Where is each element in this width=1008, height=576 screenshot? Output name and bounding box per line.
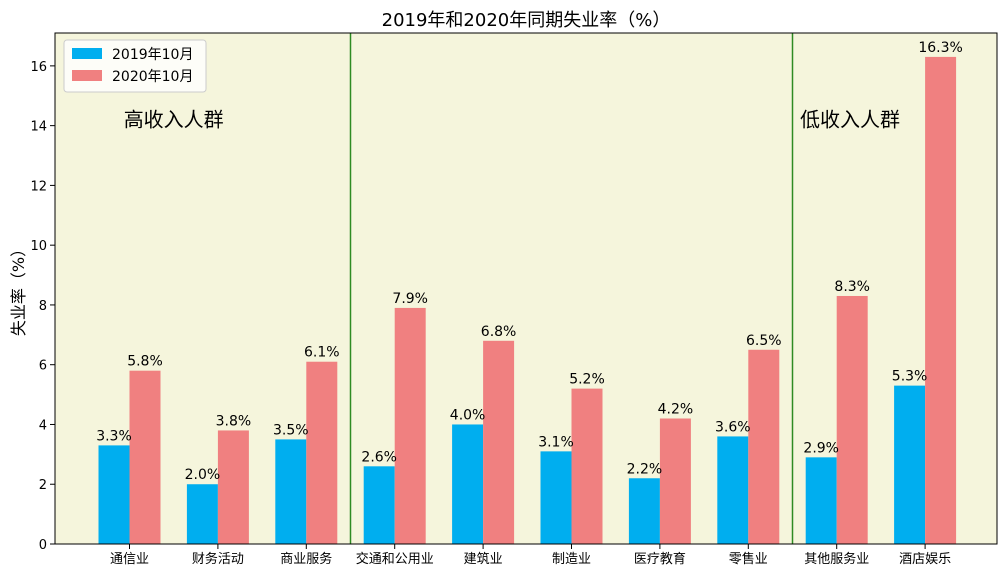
data-label: 3.1% — [538, 434, 574, 450]
bar-2019-4 — [452, 424, 484, 544]
x-tick-label: 建筑业 — [464, 551, 503, 567]
data-label: 4.0% — [450, 407, 486, 423]
data-label: 2.9% — [803, 440, 839, 456]
x-tick-label: 交通和公用业 — [356, 551, 434, 567]
data-label: 6.1% — [304, 345, 340, 361]
data-label: 2.6% — [361, 449, 397, 465]
bar-2019-1 — [186, 484, 218, 544]
x-tick-label: 酒店娱乐 — [899, 552, 951, 567]
y-tick-label: 8 — [39, 299, 47, 314]
x-tick-label: 商业服务 — [280, 551, 332, 567]
data-labels-layer: 3.3% 2.0% 3.5% 2.6% 4.0% 3.1% 2.2% 3.6% 2.9% 5.3%… — [96, 40, 963, 483]
bar-2020-3 — [394, 307, 426, 544]
bar-2019-7 — [717, 436, 749, 544]
x-tick-label: 制造业 — [552, 552, 591, 567]
y-tick-label: 16 — [30, 60, 47, 75]
bar-2020-6 — [659, 418, 691, 544]
x-tick-label: 通信业 — [110, 552, 149, 567]
data-label: 6.5% — [746, 333, 782, 349]
legend: 2019年10月 2020年10月 — [63, 39, 207, 93]
y-axis-label: 失业率（%） — [9, 241, 28, 336]
data-label: 3.8% — [216, 413, 252, 429]
x-tick-label: 零售业 — [729, 551, 768, 567]
dividers-layer — [349, 33, 794, 544]
bar-2020-5 — [571, 388, 603, 544]
bar-2020-1 — [217, 430, 249, 544]
data-label: 3.3% — [96, 428, 132, 444]
bar-2019-6 — [628, 478, 660, 544]
chart-title: 2019年和2020年同期失业率（%） — [382, 10, 671, 31]
data-label: 3.5% — [273, 422, 309, 438]
bar-2020-2 — [306, 361, 338, 544]
bar-2020-4 — [483, 340, 515, 544]
y-axis: 0 2 4 6 8 10 12 14 16 — [30, 60, 55, 553]
legend-swatch-2020 — [72, 70, 102, 81]
data-label: 16.3% — [918, 40, 962, 56]
y-tick-label: 10 — [30, 239, 47, 254]
bar-2020-9 — [925, 56, 957, 544]
y-tick-label: 6 — [39, 359, 47, 374]
x-tick-label: 医疗教育 — [634, 551, 686, 567]
bar-2020-8 — [836, 295, 868, 544]
y-tick-label: 14 — [30, 120, 47, 135]
legend-label-2019: 2019年10月 — [112, 47, 193, 63]
high-income-group-label: 高收入人群 — [124, 108, 224, 132]
y-tick-label: 0 — [39, 538, 47, 553]
y-tick-label: 12 — [30, 179, 47, 194]
data-label: 2.0% — [185, 467, 221, 483]
data-label: 7.9% — [392, 291, 428, 307]
data-label: 3.6% — [715, 419, 751, 435]
bar-2019-8 — [805, 457, 837, 544]
data-label: 5.2% — [569, 372, 605, 388]
bar-2019-0 — [98, 445, 130, 544]
bar-2020-0 — [129, 370, 161, 544]
data-label: 4.2% — [658, 401, 694, 417]
x-axis: 通信业 财务活动 商业服务 交通和公用业 建筑业 制造业 医疗教育 零售业 其他服务业 酒店娱乐 — [110, 544, 951, 567]
plot-frame — [54, 32, 998, 545]
annotations-layer: 高收入人群 低收入人群 — [124, 108, 900, 132]
bar-2019-3 — [363, 466, 395, 544]
legend-swatch-2019 — [72, 48, 102, 59]
bar-2019-5 — [540, 451, 572, 544]
y-tick-label: 2 — [39, 478, 47, 493]
bars-layer — [98, 56, 957, 544]
bar-2019-2 — [275, 439, 307, 544]
data-label: 2.2% — [627, 461, 663, 477]
x-tick-label: 其他服务业 — [804, 551, 869, 567]
data-label: 8.3% — [834, 279, 870, 295]
legend-label-2020: 2020年10月 — [112, 69, 193, 85]
low-income-group-label: 低收入人群 — [800, 108, 900, 132]
y-tick-label: 4 — [39, 418, 47, 433]
bar-2019-9 — [894, 385, 926, 544]
data-label: 5.3% — [892, 369, 928, 385]
x-tick-label: 财务活动 — [192, 551, 244, 567]
data-label: 6.8% — [481, 324, 517, 340]
data-label: 5.8% — [127, 354, 163, 370]
bar-2020-7 — [748, 349, 780, 544]
